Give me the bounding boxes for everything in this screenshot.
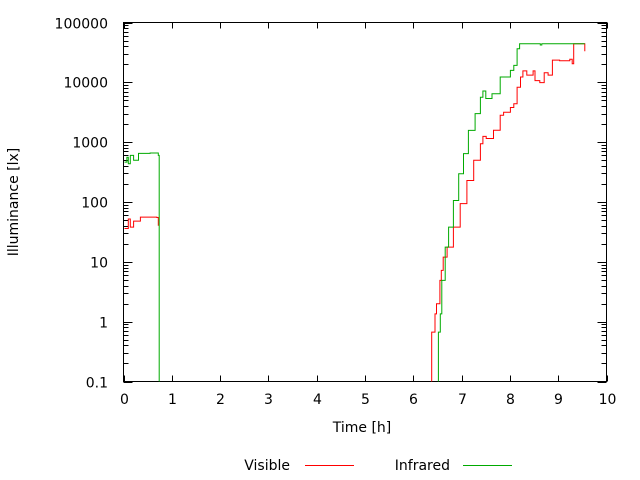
x-tick-label: 7: [458, 392, 467, 408]
x-tick-label: 1: [168, 392, 177, 408]
legend-label-infrared: Infrared: [395, 458, 450, 474]
x-tick-label: 3: [264, 392, 273, 408]
series-line-infrared: [124, 152, 160, 382]
plot-frame: [123, 22, 607, 382]
series-line-infrared: [437, 43, 585, 382]
y-tick-label: 100: [81, 196, 108, 212]
y-tick-label: 1: [99, 316, 108, 332]
y-tick-label: 0.1: [86, 376, 108, 392]
legend: Visible Infrared: [244, 458, 512, 474]
x-tick-label: 10: [599, 392, 617, 408]
x-tick-label: 0: [120, 392, 129, 408]
x-tick-label: 9: [554, 392, 563, 408]
x-tick-label: 4: [313, 392, 322, 408]
y-axis-label: Illuminance [lx]: [6, 148, 22, 257]
series-lines: [124, 43, 586, 382]
y-tick-label: 1000: [72, 136, 108, 152]
x-tick-label: 8: [506, 392, 515, 408]
x-tick-label: 6: [409, 392, 418, 408]
y-tick-label: 10000: [63, 76, 108, 92]
series-line-visible: [431, 43, 586, 382]
x-axis-label: Time [h]: [332, 420, 392, 436]
y-tick-label: 100000: [55, 17, 108, 33]
legend-label-visible: Visible: [244, 458, 290, 474]
ticks: 0 1 2 3 4 5 6 7 8 9 10 0.1 1 10 100 1000 10000 100000: [55, 17, 617, 409]
series-line-visible: [124, 216, 159, 229]
x-tick-label: 2: [216, 392, 225, 408]
y-tick-label: 10: [90, 256, 108, 272]
x-tick-label: 5: [361, 392, 370, 408]
